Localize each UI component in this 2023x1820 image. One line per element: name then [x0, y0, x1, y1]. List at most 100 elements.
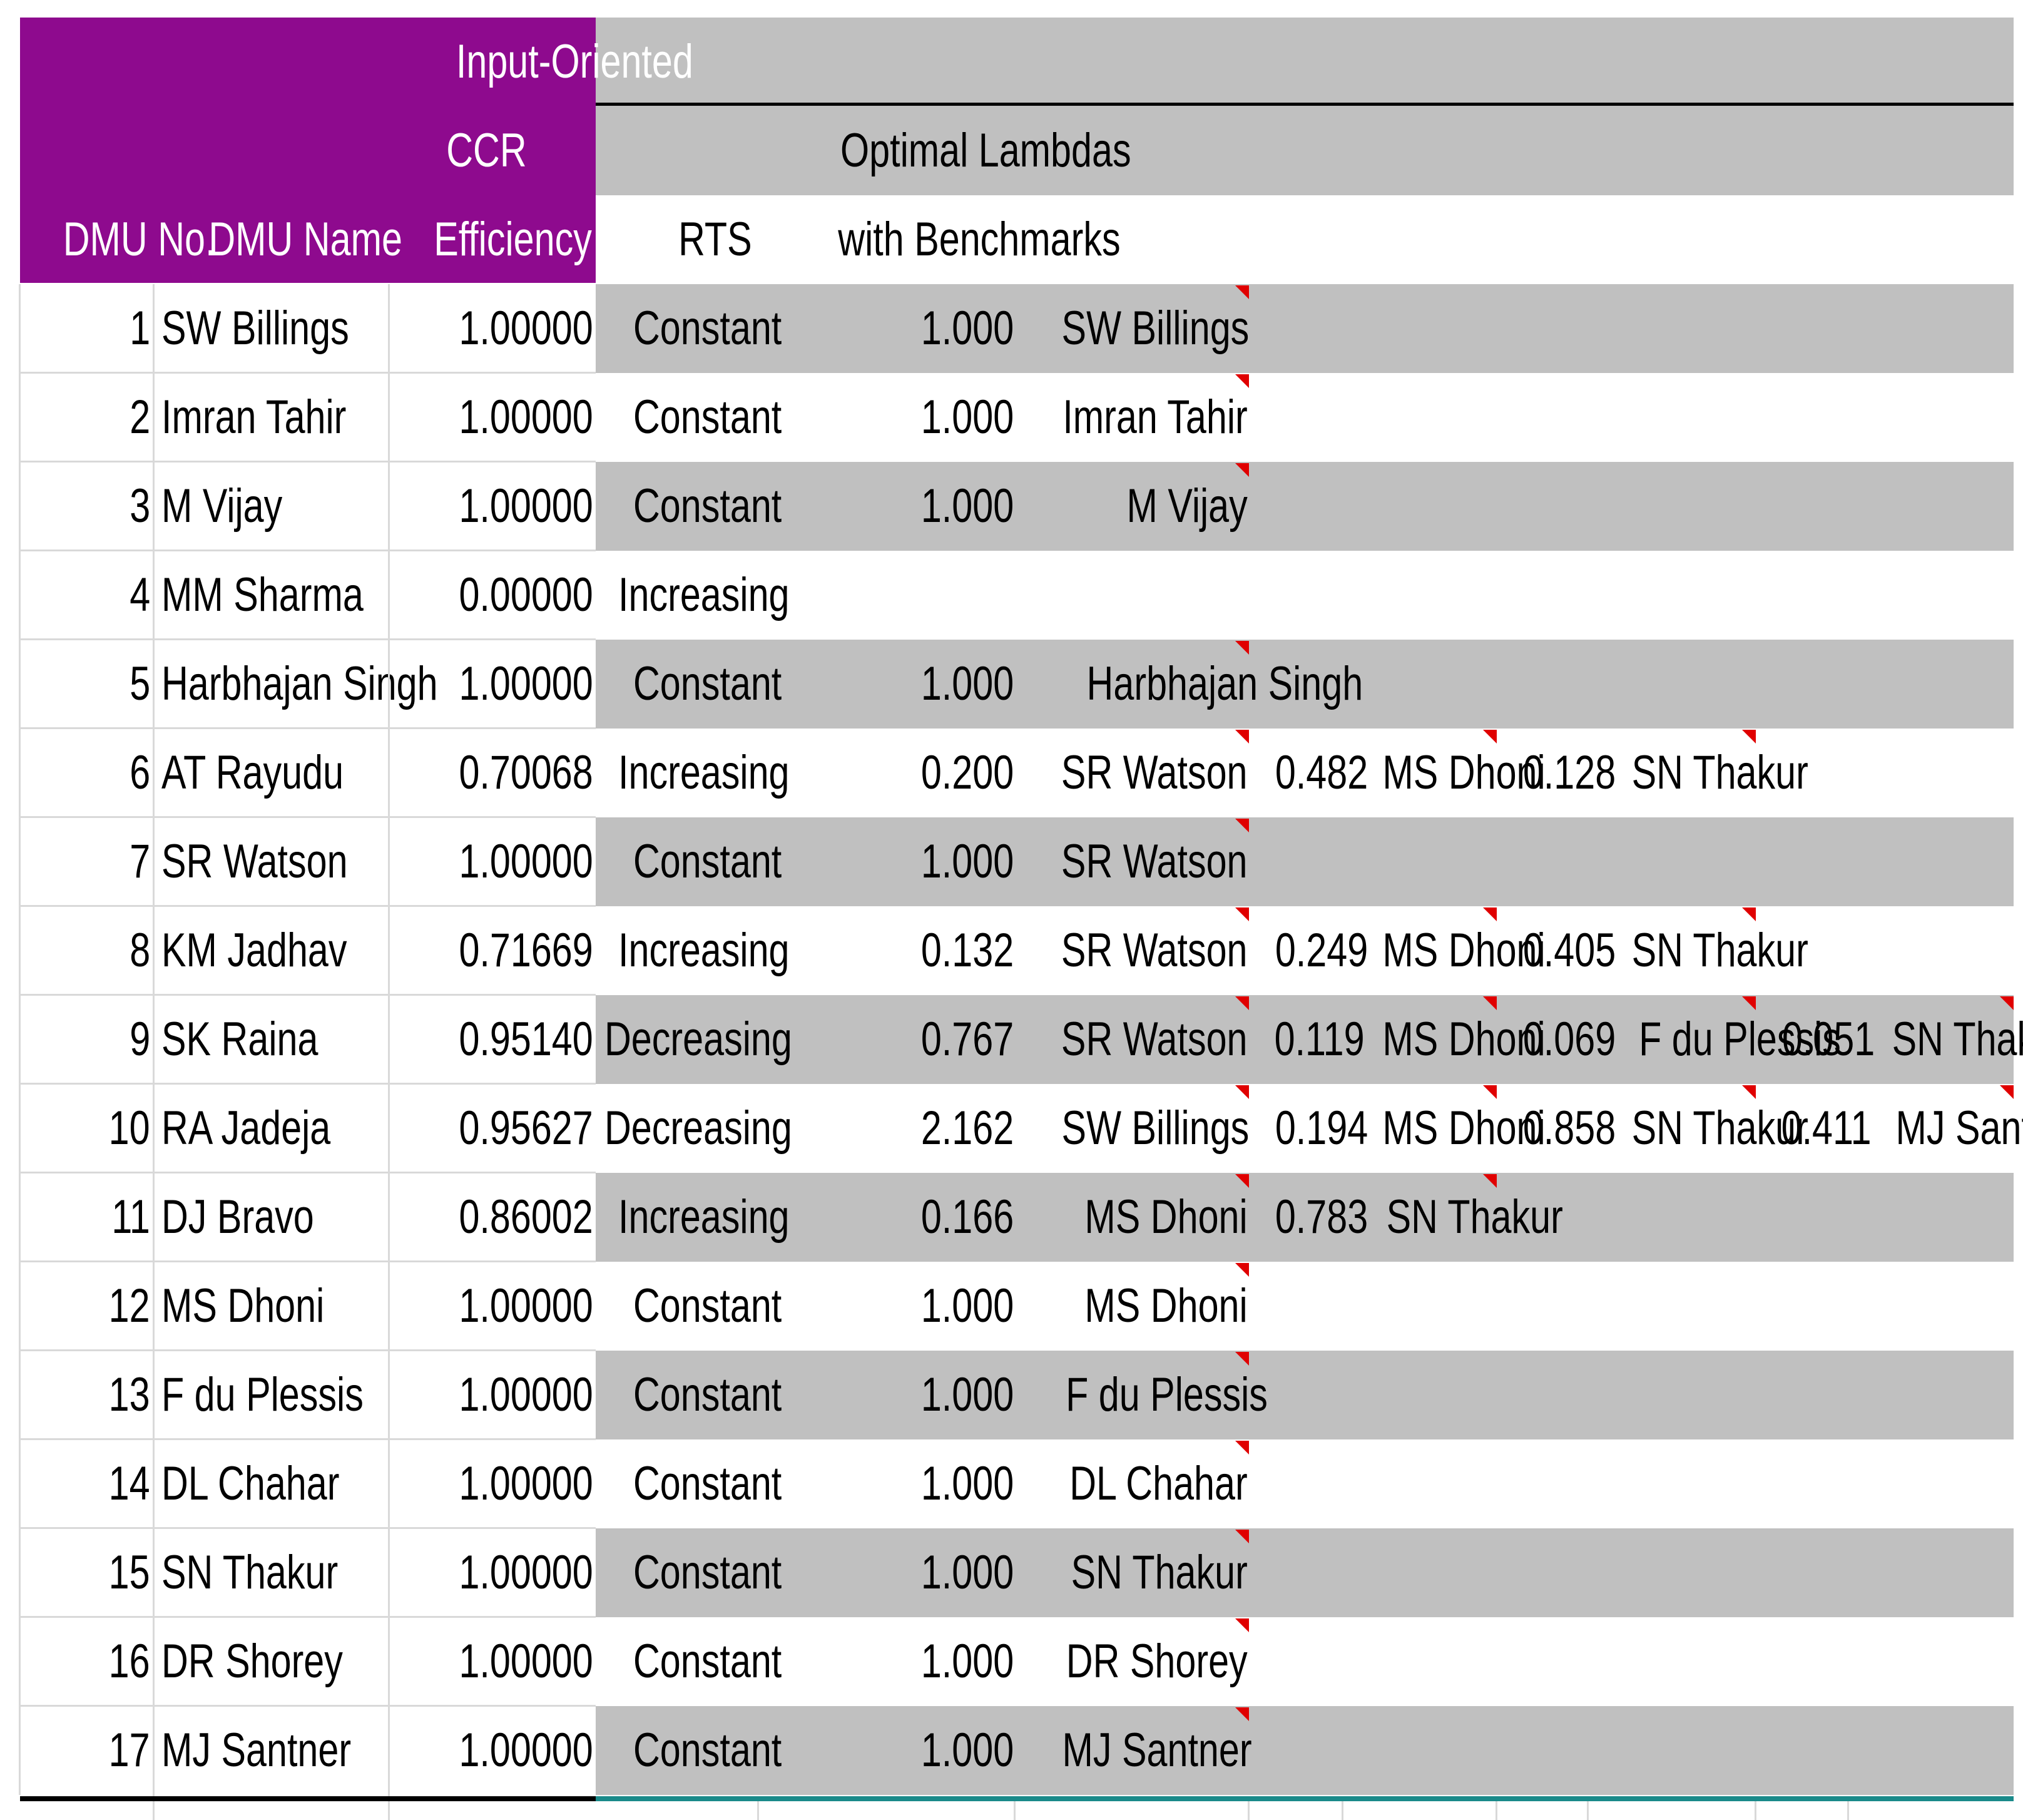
- dmu-number-cell[interactable]: 12: [20, 1262, 150, 1351]
- rts-cell[interactable]: Constant: [633, 1439, 877, 1528]
- dmu-number-cell[interactable]: 16: [20, 1617, 150, 1706]
- rts-cell[interactable]: Constant: [633, 817, 877, 906]
- efficiency-cell[interactable]: 0.86002: [389, 1173, 593, 1262]
- benchmark-dmu-cell[interactable]: F du Plessis: [1582, 995, 1841, 1084]
- lambda-cell[interactable]: 0.405: [1497, 906, 1616, 995]
- benchmark-dmu-cell[interactable]: Imran Tahir: [1009, 373, 1248, 462]
- dmu-number-cell[interactable]: 15: [20, 1528, 150, 1617]
- rts-cell[interactable]: Increasing: [618, 1173, 877, 1262]
- efficiency-cell[interactable]: 1.00000: [389, 1262, 593, 1351]
- lambda-cell[interactable]: 0.249: [1249, 906, 1368, 995]
- comment-marker[interactable]: [1483, 730, 1497, 744]
- comment-marker[interactable]: [1483, 1174, 1497, 1188]
- dmu-name-cell[interactable]: SW Billings: [161, 284, 389, 373]
- rts-cell[interactable]: Increasing: [618, 729, 877, 817]
- dmu-name-cell[interactable]: Imran Tahir: [161, 373, 389, 462]
- benchmark-dmu-cell[interactable]: DR Shorey: [1009, 1617, 1248, 1706]
- rts-cell[interactable]: Decreasing: [604, 995, 877, 1084]
- benchmark-dmu-cell[interactable]: SN Thakur: [1582, 1084, 1808, 1173]
- benchmark-dmu-cell[interactable]: SN Thakur: [1337, 1173, 1563, 1262]
- benchmark-dmu-cell[interactable]: M Vijay: [1009, 462, 1248, 551]
- comment-marker[interactable]: [1235, 1530, 1249, 1543]
- benchmark-dmu-cell[interactable]: MS Dhoni: [1337, 995, 1545, 1084]
- benchmark-dmu-cell[interactable]: SR Watson: [1009, 817, 1248, 906]
- dmu-name-cell[interactable]: M Vijay: [161, 462, 389, 551]
- dmu-number-cell[interactable]: 4: [20, 551, 150, 640]
- comment-marker[interactable]: [1235, 374, 1249, 388]
- comment-marker[interactable]: [1483, 907, 1497, 921]
- dmu-number-cell[interactable]: 10: [20, 1084, 150, 1173]
- benchmark-dmu-cell[interactable]: SR Watson: [1009, 995, 1248, 1084]
- rts-cell[interactable]: Decreasing: [604, 1084, 877, 1173]
- comment-marker[interactable]: [1235, 1263, 1249, 1277]
- dmu-number-cell[interactable]: 11: [20, 1173, 150, 1262]
- dmu-name-cell[interactable]: MM Sharma: [161, 551, 389, 640]
- lambda-cell[interactable]: 1.000: [758, 1439, 1014, 1528]
- benchmark-dmu-cell[interactable]: MJ Santner: [1842, 1084, 2023, 1173]
- dmu-number-cell[interactable]: 17: [20, 1706, 150, 1795]
- benchmark-dmu-cell[interactable]: SN Thakur: [1842, 995, 2023, 1084]
- rts-cell[interactable]: Constant: [633, 1262, 877, 1351]
- dmu-name-cell[interactable]: SR Watson: [161, 817, 389, 906]
- dmu-name-cell[interactable]: AT Rayudu: [161, 729, 389, 817]
- comment-marker[interactable]: [1235, 1441, 1249, 1454]
- rts-cell[interactable]: Constant: [633, 462, 877, 551]
- comment-marker[interactable]: [1235, 1618, 1249, 1632]
- efficiency-cell[interactable]: 1.00000: [389, 373, 593, 462]
- dmu-number-cell[interactable]: 13: [20, 1351, 150, 1439]
- comment-marker[interactable]: [1742, 907, 1756, 921]
- comment-marker[interactable]: [1235, 730, 1249, 744]
- benchmark-dmu-cell[interactable]: MS Dhoni: [1337, 729, 1545, 817]
- dmu-number-cell[interactable]: 8: [20, 906, 150, 995]
- efficiency-cell[interactable]: 0.95140: [389, 995, 593, 1084]
- dmu-number-cell[interactable]: 14: [20, 1439, 150, 1528]
- efficiency-cell[interactable]: 1.00000: [389, 1351, 593, 1439]
- benchmark-dmu-cell[interactable]: SN Thakur: [1582, 906, 1808, 995]
- efficiency-cell[interactable]: 0.71669: [389, 906, 593, 995]
- dmu-number-cell[interactable]: 1: [20, 284, 150, 373]
- comment-marker[interactable]: [1235, 1352, 1249, 1366]
- lambda-cell[interactable]: 0.482: [1249, 729, 1368, 817]
- efficiency-cell[interactable]: 0.70068: [389, 729, 593, 817]
- lambda-cell[interactable]: 0.166: [758, 1173, 1014, 1262]
- dmu-name-cell[interactable]: MJ Santner: [161, 1706, 389, 1795]
- lambda-cell[interactable]: 0.194: [1249, 1084, 1368, 1173]
- dmu-name-cell[interactable]: SN Thakur: [161, 1528, 389, 1617]
- benchmark-dmu-cell[interactable]: F du Plessis: [1009, 1351, 1268, 1439]
- lambda-cell[interactable]: 1.000: [758, 1617, 1014, 1706]
- dmu-name-cell[interactable]: DJ Bravo: [161, 1173, 389, 1262]
- rts-cell[interactable]: Constant: [633, 284, 877, 373]
- rts-cell[interactable]: Increasing: [618, 551, 877, 640]
- comment-marker[interactable]: [1483, 996, 1497, 1010]
- lambda-cell[interactable]: 0.411: [1756, 1084, 1872, 1173]
- benchmark-dmu-cell[interactable]: MS Dhoni: [1009, 1262, 1248, 1351]
- lambda-cell[interactable]: 1.000: [758, 1351, 1014, 1439]
- comment-marker[interactable]: [1742, 996, 1756, 1010]
- rts-cell[interactable]: Constant: [633, 1617, 877, 1706]
- benchmark-dmu-cell[interactable]: SN Thakur: [1582, 729, 1808, 817]
- dmu-number-cell[interactable]: 7: [20, 817, 150, 906]
- benchmark-dmu-cell[interactable]: MS Dhoni: [1009, 1173, 1248, 1262]
- dmu-name-cell[interactable]: DR Shorey: [161, 1617, 389, 1706]
- benchmark-dmu-cell[interactable]: MJ Santner: [1009, 1706, 1251, 1795]
- efficiency-cell[interactable]: 1.00000: [389, 1617, 593, 1706]
- lambda-cell[interactable]: 0.119: [1249, 995, 1365, 1084]
- lambda-cell[interactable]: 0.200: [758, 729, 1014, 817]
- dmu-name-cell[interactable]: MS Dhoni: [161, 1262, 389, 1351]
- dmu-name-cell[interactable]: SK Raina: [161, 995, 389, 1084]
- benchmark-dmu-cell[interactable]: MS Dhoni: [1337, 906, 1545, 995]
- efficiency-cell[interactable]: 1.00000: [389, 640, 593, 729]
- lambda-cell[interactable]: 0.767: [758, 995, 1014, 1084]
- dmu-name-cell[interactable]: F du Plessis: [161, 1351, 389, 1439]
- dmu-number-cell[interactable]: 9: [20, 995, 150, 1084]
- dmu-name-cell[interactable]: DL Chahar: [161, 1439, 389, 1528]
- lambda-cell[interactable]: 1.000: [758, 284, 1014, 373]
- benchmark-dmu-cell[interactable]: DL Chahar: [1009, 1439, 1248, 1528]
- lambda-cell[interactable]: 0.132: [758, 906, 1014, 995]
- comment-marker[interactable]: [1235, 996, 1249, 1010]
- lambda-cell[interactable]: 1.000: [758, 640, 1014, 729]
- benchmark-dmu-cell[interactable]: Harbhajan Singh: [1009, 640, 1363, 729]
- comment-marker[interactable]: [1235, 463, 1249, 477]
- efficiency-cell[interactable]: 1.00000: [389, 462, 593, 551]
- comment-marker[interactable]: [2000, 1085, 2014, 1099]
